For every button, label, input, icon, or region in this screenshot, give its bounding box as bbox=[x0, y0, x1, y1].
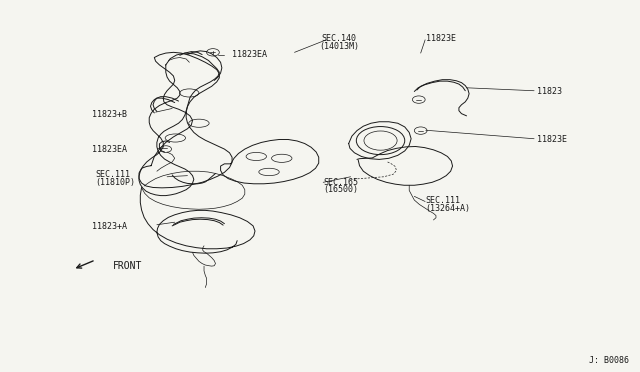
Text: 11823EA: 11823EA bbox=[232, 51, 268, 60]
Text: 11823E: 11823E bbox=[537, 135, 566, 144]
Text: 11823EA: 11823EA bbox=[92, 145, 127, 154]
Text: (16500): (16500) bbox=[323, 185, 358, 194]
Text: 11823+B: 11823+B bbox=[92, 109, 127, 119]
Text: J: B0086: J: B0086 bbox=[589, 356, 629, 365]
Text: 11823E: 11823E bbox=[426, 34, 456, 43]
Text: SEC.111: SEC.111 bbox=[96, 170, 131, 179]
Text: FRONT: FRONT bbox=[113, 262, 142, 272]
Text: SEC.165: SEC.165 bbox=[323, 178, 358, 187]
Text: (11810P): (11810P) bbox=[96, 178, 136, 187]
Text: 11823: 11823 bbox=[537, 87, 562, 96]
Text: 11823+A: 11823+A bbox=[92, 222, 127, 231]
Text: (14013M): (14013M) bbox=[319, 42, 359, 51]
Text: (13264+A): (13264+A) bbox=[425, 203, 470, 213]
Text: SEC.140: SEC.140 bbox=[322, 34, 356, 43]
Text: SEC.111: SEC.111 bbox=[425, 196, 460, 205]
